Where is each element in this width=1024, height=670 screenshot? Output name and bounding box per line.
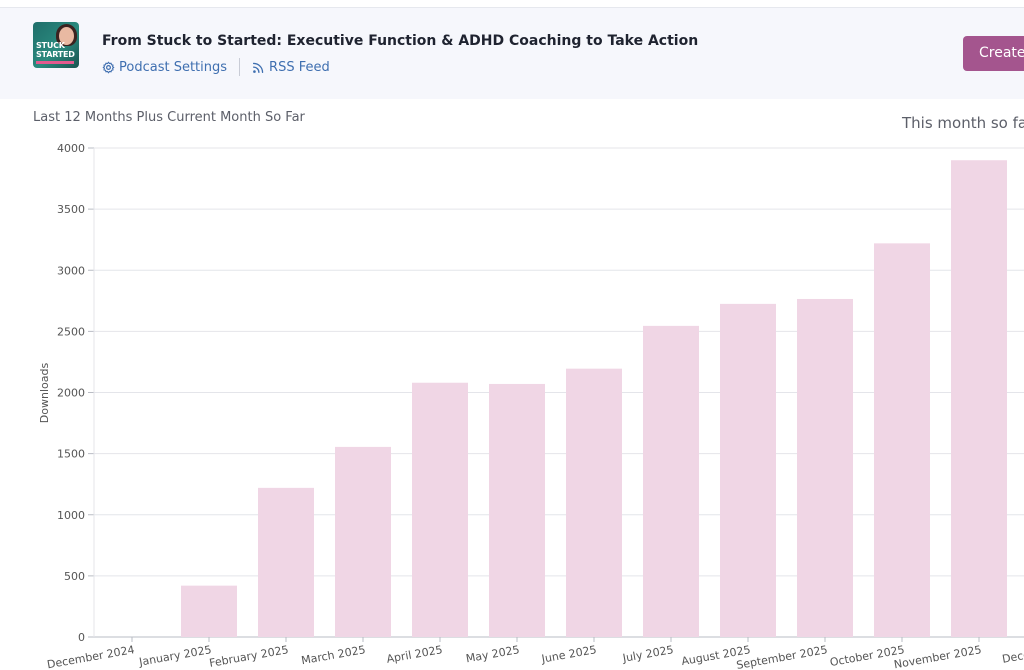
artwork-portrait-face: [59, 27, 74, 45]
gear-icon: [102, 61, 115, 74]
chart-bar[interactable]: [951, 160, 1007, 637]
x-tick-label: May 2025: [465, 643, 521, 665]
y-tick-label: 2000: [57, 387, 85, 400]
chart-grid: [88, 147, 1024, 638]
x-tick-label: December: [1001, 643, 1024, 666]
x-tick-label: June 2025: [540, 643, 598, 666]
x-tick-label: January 2025: [137, 643, 212, 669]
chart-bar[interactable]: [181, 585, 237, 637]
x-tick-label: July 2025: [621, 643, 675, 665]
chart-bar[interactable]: [258, 487, 314, 637]
y-tick-label: 4000: [57, 142, 85, 155]
artwork-accent-bar: [36, 61, 74, 64]
y-tick-label: 1500: [57, 448, 85, 461]
link-separator: [239, 58, 241, 76]
this-month-caption: This month so fa: [902, 114, 1024, 132]
rss-icon: [252, 61, 265, 74]
artwork-text-line1: STUCK: [36, 41, 65, 50]
x-tick-label: April 2025: [385, 643, 443, 666]
x-tick-label: November 2025: [893, 643, 983, 670]
chart-bar[interactable]: [335, 446, 391, 637]
y-tick-label: 0: [78, 631, 85, 644]
x-tick-label: March 2025: [300, 643, 366, 667]
y-axis-label: Downloads: [38, 363, 51, 424]
x-tick-label: December 2024: [46, 643, 135, 670]
create-episode-button[interactable]: Create: [963, 36, 1024, 71]
y-tick-label: 3000: [57, 264, 85, 277]
chart-bars: [181, 160, 1007, 638]
top-divider: [0, 7, 1024, 8]
podcast-header: [0, 8, 1024, 99]
chart-caption: Last 12 Months Plus Current Month So Far: [33, 110, 305, 125]
y-tick-label: 2500: [57, 325, 85, 338]
chart-bar[interactable]: [489, 383, 545, 637]
header-links: Podcast Settings RSS Feed: [102, 58, 330, 76]
chart-bar[interactable]: [643, 325, 699, 637]
rss-feed-link[interactable]: RSS Feed: [252, 60, 330, 75]
chart-bar[interactable]: [797, 298, 853, 637]
podcast-title: From Stuck to Started: Executive Functio…: [102, 33, 699, 49]
chart-bar[interactable]: [412, 382, 468, 637]
chart-bar[interactable]: [874, 243, 930, 638]
podcast-artwork[interactable]: STUCK STARTED: [33, 22, 79, 68]
artwork-text-line2: STARTED: [36, 50, 75, 59]
y-tick-label: 3500: [57, 203, 85, 216]
podcast-settings-label: Podcast Settings: [119, 59, 228, 75]
y-tick-labels: 0 500 1000 1500 2000 2500 3000 3500 4000: [57, 142, 85, 644]
rss-feed-label: RSS Feed: [269, 59, 330, 75]
x-tick-label: February 2025: [208, 643, 289, 670]
y-tick-label: 1000: [57, 509, 85, 522]
y-tick-label: 500: [64, 570, 85, 583]
chart-bar[interactable]: [566, 368, 622, 637]
podcast-settings-link[interactable]: Podcast Settings: [102, 60, 227, 75]
chart-bar[interactable]: [720, 303, 776, 637]
chart-axes: [93, 148, 980, 642]
